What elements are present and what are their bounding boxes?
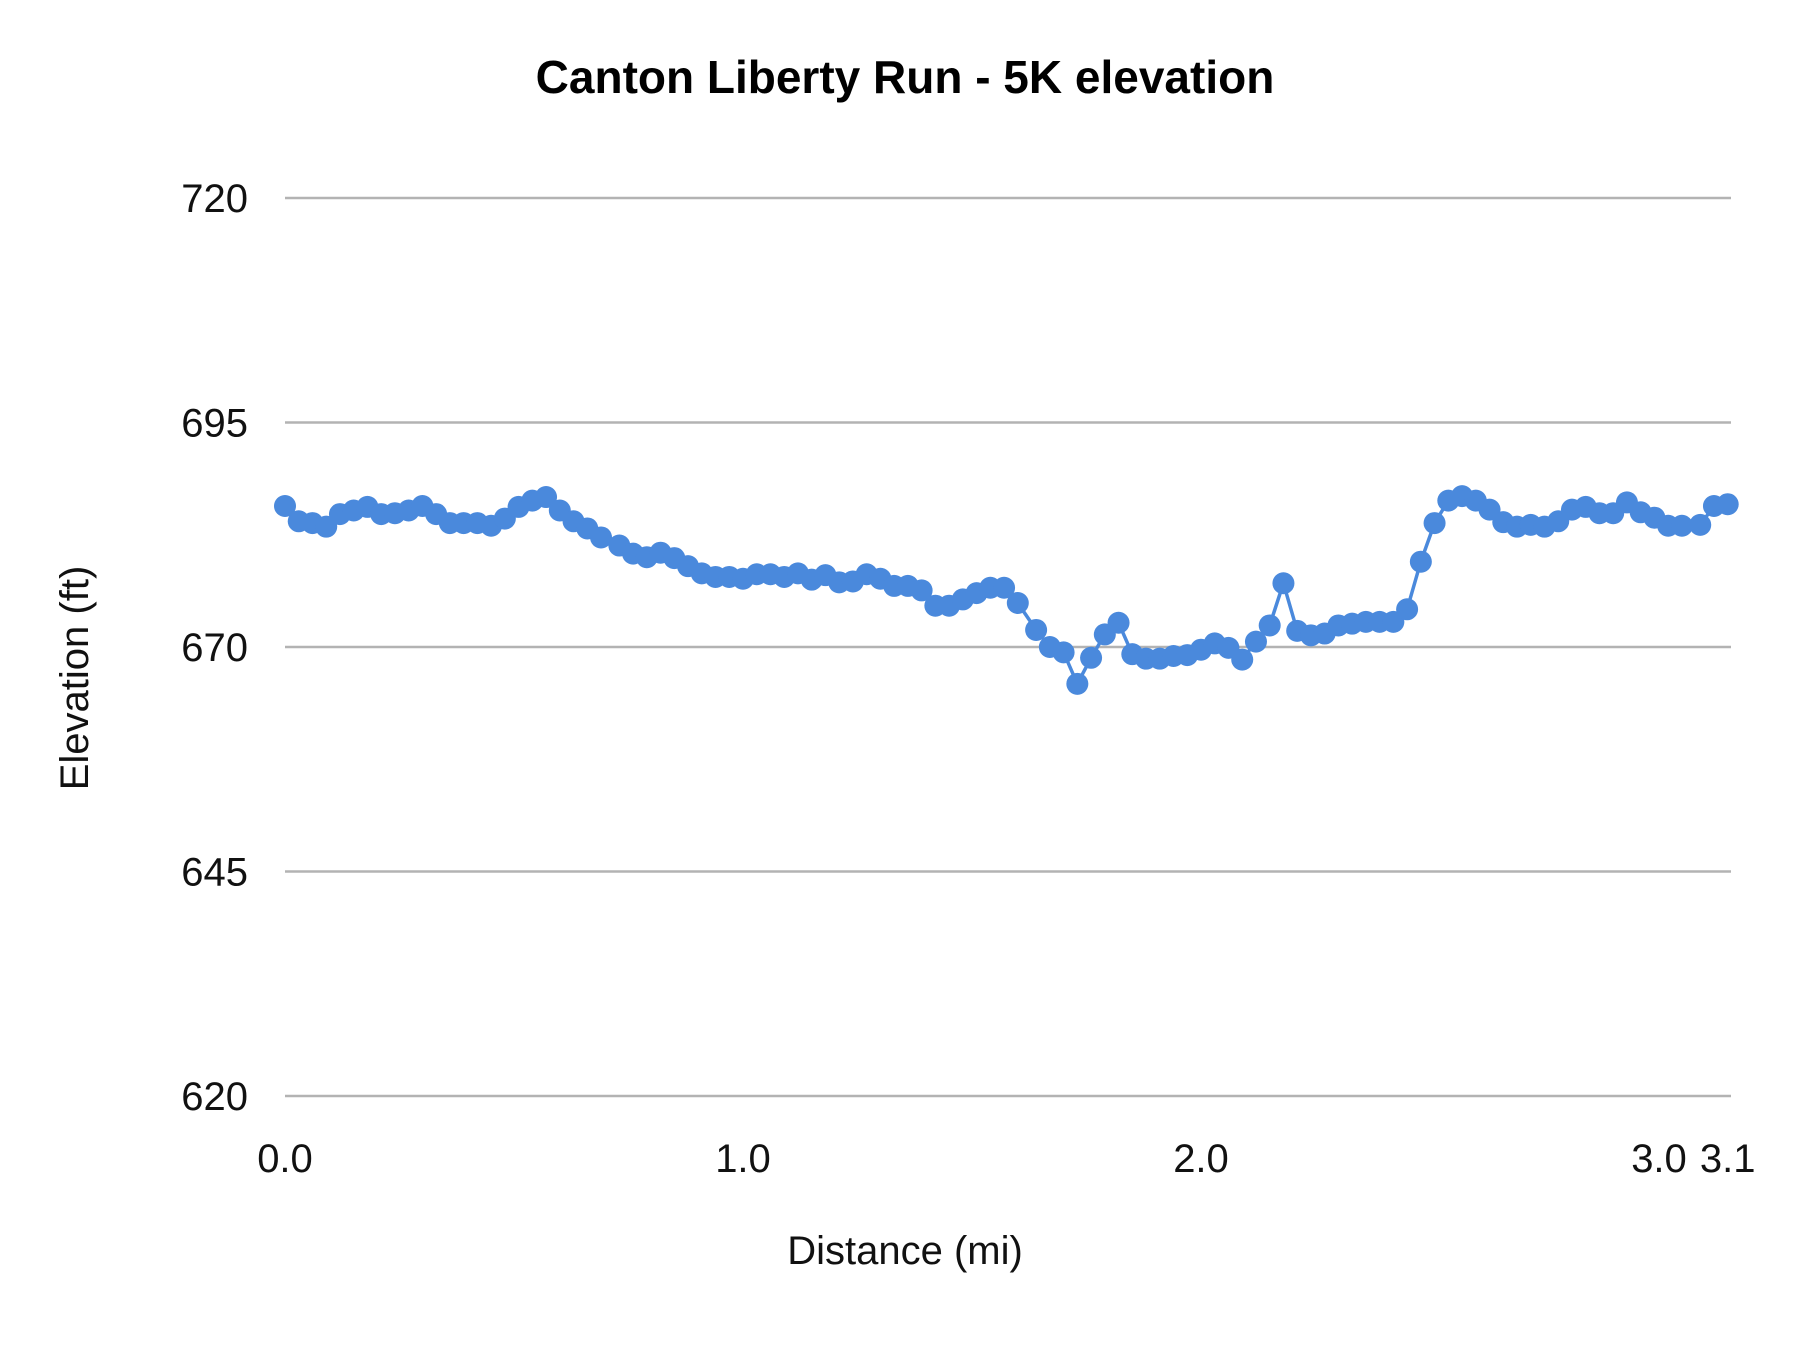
data-point (1006, 591, 1029, 614)
data-point (1258, 614, 1281, 637)
x-axis-ticks: 0.0 1.0 2.0 3.0 3.1 (257, 1137, 1755, 1181)
x-axis-title: Distance (mi) (787, 1229, 1023, 1273)
data-point (1066, 672, 1089, 695)
x-tick-label: 1.0 (715, 1137, 771, 1181)
data-point (1080, 646, 1103, 669)
y-tick-label: 720 (181, 177, 248, 221)
gridlines (285, 196, 1731, 1098)
chart-title: Canton Liberty Run - 5K elevation (536, 51, 1275, 103)
x-tick-label: 2.0 (1173, 1137, 1229, 1181)
y-axis-title: Elevation (ft) (53, 566, 97, 791)
data-point (1272, 572, 1295, 595)
y-tick-label: 695 (181, 402, 248, 446)
data-point (1244, 630, 1267, 653)
data-point (1409, 550, 1432, 573)
y-axis-ticks: 720 695 670 645 620 (181, 177, 248, 1119)
x-tick-label: 3.1 (1700, 1137, 1756, 1181)
elevation-series (274, 485, 1739, 695)
data-point (910, 579, 933, 602)
data-point (274, 495, 296, 518)
data-point (1107, 611, 1130, 634)
data-point (535, 486, 558, 509)
data-point (1396, 598, 1419, 621)
data-point (1689, 513, 1712, 536)
y-tick-label: 645 (181, 851, 248, 895)
y-tick-label: 670 (181, 626, 248, 670)
data-point (1231, 648, 1254, 671)
data-point (1052, 641, 1075, 664)
data-point (993, 576, 1016, 599)
data-point (1025, 618, 1048, 641)
data-point (1423, 512, 1446, 535)
x-tick-label: 3.0 (1631, 1137, 1687, 1181)
x-tick-label: 0.0 (257, 1137, 313, 1181)
data-point (1670, 514, 1693, 537)
data-point (590, 526, 613, 549)
data-point (1716, 493, 1739, 516)
y-tick-label: 620 (181, 1075, 248, 1119)
